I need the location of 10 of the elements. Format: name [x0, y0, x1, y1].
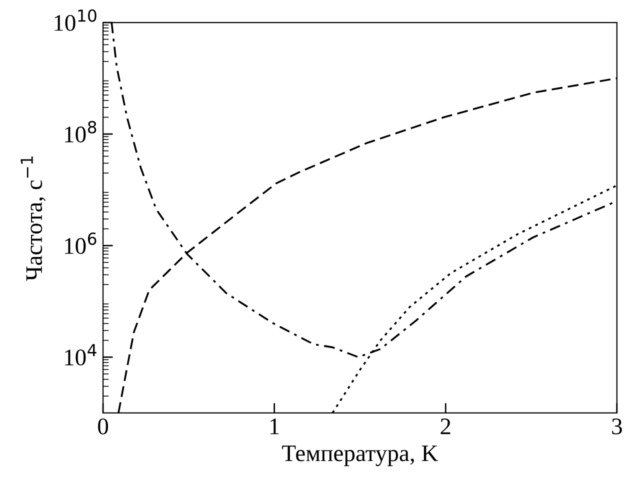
y-tick-label: 10$^{10}$ [54, 9, 96, 31]
x-tick-label: 3 [612, 418, 622, 434]
x-tick-label: 2 [440, 418, 450, 434]
x-axis-title: Температура, K [282, 446, 438, 466]
y-tick-label: 10$^{8}$ [65, 120, 96, 142]
y-tick-label: 10$^{4}$ [65, 344, 96, 366]
x-tick-label: 1 [270, 418, 279, 434]
x-tick-label: 0 [98, 418, 108, 434]
y-axis-title: Частота, с$^{−1}$ [20, 156, 46, 281]
y-tick-label: 10$^{6}$ [65, 232, 96, 254]
